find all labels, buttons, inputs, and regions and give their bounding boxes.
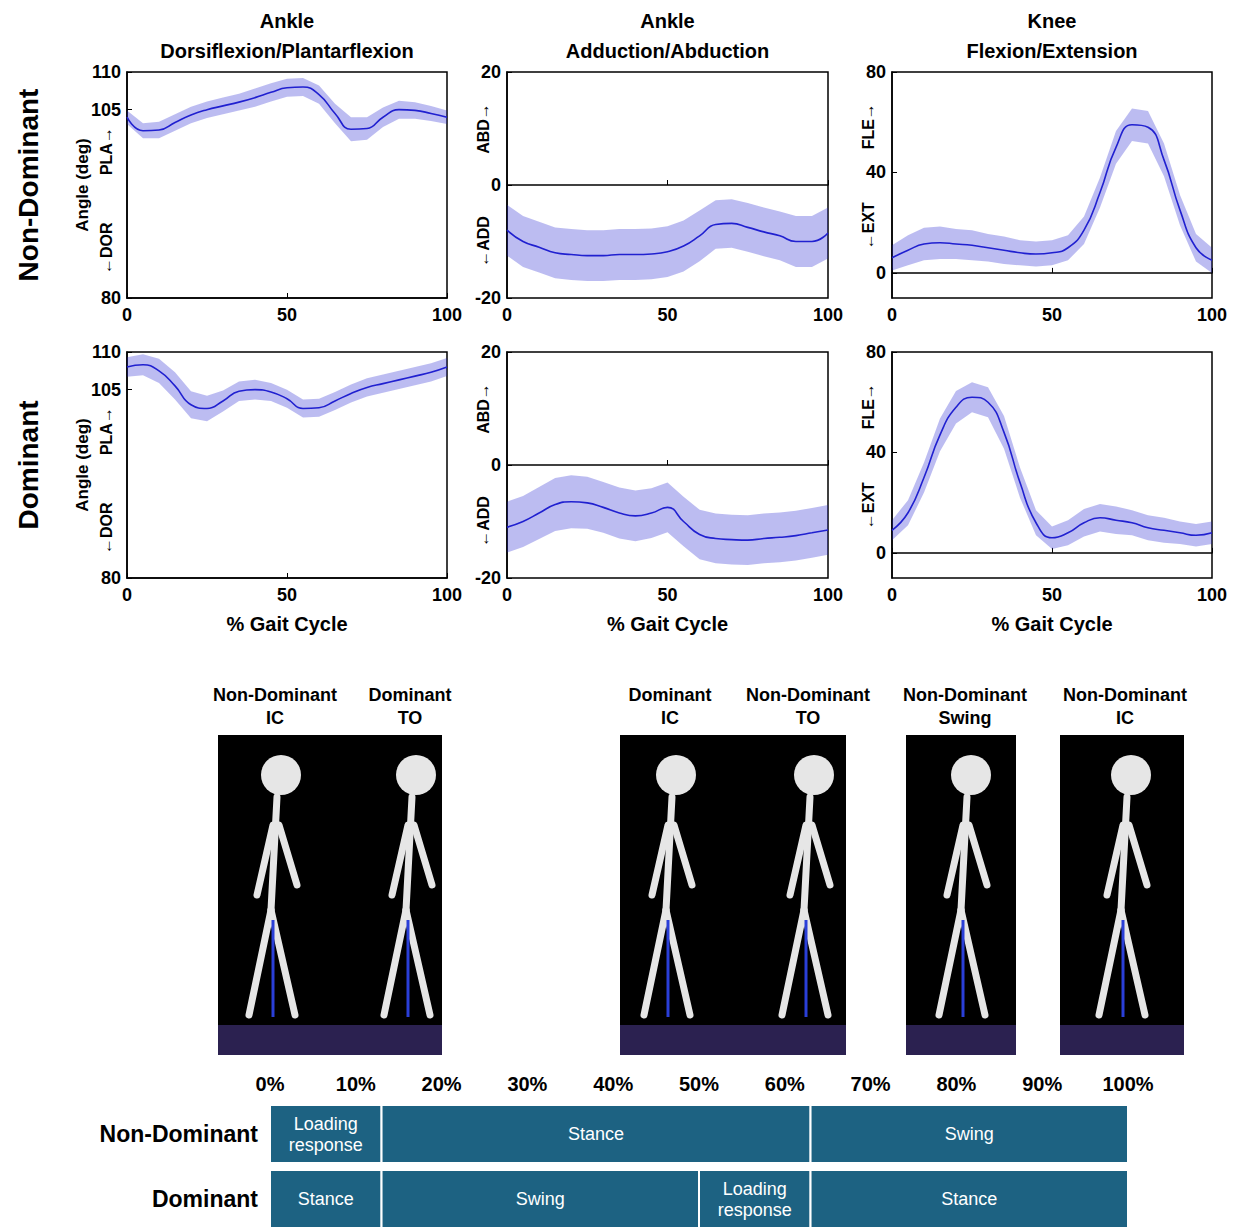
svg-text:70%: 70%: [851, 1073, 891, 1095]
svg-text:50: 50: [277, 585, 297, 605]
svg-text:Non-DominantIC: Non-DominantIC: [1063, 685, 1187, 728]
svg-text:Loadingresponse: Loadingresponse: [718, 1179, 792, 1220]
svg-text:% Gait Cycle: % Gait Cycle: [607, 613, 728, 635]
svg-text:10%: 10%: [336, 1073, 376, 1095]
svg-text:←ADD: ←ADD: [475, 216, 492, 267]
svg-text:Swing: Swing: [945, 1124, 994, 1144]
svg-text:ABD→: ABD→: [475, 103, 492, 154]
svg-text:110: 110: [92, 62, 121, 82]
svg-text:PLA→: PLA→: [98, 127, 115, 175]
svg-text:110: 110: [92, 342, 121, 362]
svg-text:20: 20: [481, 342, 501, 362]
svg-text:Stance: Stance: [298, 1189, 354, 1209]
svg-text:FLE→: FLE→: [860, 103, 877, 149]
svg-text:-20: -20: [475, 568, 501, 588]
svg-text:PLA→: PLA→: [98, 407, 115, 455]
svg-text:0: 0: [876, 543, 886, 563]
svg-text:Swing: Swing: [516, 1189, 565, 1209]
svg-text:40: 40: [866, 162, 886, 182]
svg-text:100: 100: [432, 305, 462, 325]
svg-text:50: 50: [277, 305, 297, 325]
svg-text:Dorsiflexion/Plantarflexion: Dorsiflexion/Plantarflexion: [160, 40, 413, 62]
svg-text:100: 100: [1197, 305, 1227, 325]
svg-text:Knee: Knee: [1028, 10, 1077, 32]
svg-text:←DOR: ←DOR: [98, 502, 115, 554]
svg-text:100: 100: [1197, 585, 1227, 605]
svg-text:80: 80: [101, 288, 121, 308]
svg-text:Dominant: Dominant: [13, 400, 44, 529]
svg-text:0: 0: [887, 305, 897, 325]
svg-text:Loadingresponse: Loadingresponse: [289, 1114, 363, 1155]
svg-text:30%: 30%: [507, 1073, 547, 1095]
svg-text:Flexion/Extension: Flexion/Extension: [966, 40, 1137, 62]
svg-text:←EXT: ←EXT: [860, 202, 877, 249]
svg-text:80: 80: [866, 62, 886, 82]
svg-text:40: 40: [866, 442, 886, 462]
svg-text:50: 50: [1042, 585, 1062, 605]
svg-text:-20: -20: [475, 288, 501, 308]
svg-text:Ankle: Ankle: [260, 10, 314, 32]
svg-text:Dominant: Dominant: [152, 1186, 258, 1212]
svg-text:0: 0: [502, 585, 512, 605]
svg-text:Angle (deg): Angle (deg): [73, 418, 92, 512]
svg-text:←DOR: ←DOR: [98, 222, 115, 274]
svg-text:Non-DominantSwing: Non-DominantSwing: [903, 685, 1027, 728]
svg-text:Stance: Stance: [568, 1124, 624, 1144]
svg-text:0: 0: [122, 305, 132, 325]
svg-text:% Gait Cycle: % Gait Cycle: [226, 613, 347, 635]
svg-text:40%: 40%: [593, 1073, 633, 1095]
svg-text:100: 100: [432, 585, 462, 605]
svg-text:←EXT: ←EXT: [860, 482, 877, 529]
svg-text:20: 20: [481, 62, 501, 82]
svg-text:100: 100: [813, 585, 843, 605]
svg-text:80%: 80%: [936, 1073, 976, 1095]
svg-text:100: 100: [813, 305, 843, 325]
svg-text:80: 80: [101, 568, 121, 588]
svg-text:60%: 60%: [765, 1073, 805, 1095]
svg-text:80: 80: [866, 342, 886, 362]
svg-text:←ADD: ←ADD: [475, 496, 492, 547]
svg-text:Stance: Stance: [941, 1189, 997, 1209]
svg-text:0%: 0%: [256, 1073, 285, 1095]
svg-text:DominantTO: DominantTO: [369, 685, 452, 728]
svg-text:105: 105: [91, 100, 121, 120]
svg-text:DominantIC: DominantIC: [629, 685, 712, 728]
svg-text:105: 105: [91, 380, 121, 400]
svg-text:50%: 50%: [679, 1073, 719, 1095]
svg-text:Non-Dominant: Non-Dominant: [100, 1121, 259, 1147]
svg-text:100%: 100%: [1102, 1073, 1153, 1095]
svg-text:Ankle: Ankle: [640, 10, 694, 32]
svg-text:Angle (deg): Angle (deg): [73, 138, 92, 232]
svg-text:Adduction/Abduction: Adduction/Abduction: [566, 40, 769, 62]
svg-text:% Gait Cycle: % Gait Cycle: [991, 613, 1112, 635]
svg-text:0: 0: [876, 263, 886, 283]
svg-text:0: 0: [502, 305, 512, 325]
svg-text:0: 0: [491, 175, 501, 195]
svg-text:FLE→: FLE→: [860, 383, 877, 429]
svg-text:0: 0: [122, 585, 132, 605]
svg-text:ABD→: ABD→: [475, 383, 492, 434]
svg-text:0: 0: [491, 455, 501, 475]
svg-text:Non-DominantIC: Non-DominantIC: [213, 685, 337, 728]
svg-text:Non-Dominant: Non-Dominant: [13, 89, 44, 282]
svg-text:50: 50: [1042, 305, 1062, 325]
svg-text:20%: 20%: [422, 1073, 462, 1095]
svg-text:0: 0: [887, 585, 897, 605]
svg-text:90%: 90%: [1022, 1073, 1062, 1095]
svg-text:50: 50: [657, 305, 677, 325]
svg-text:Non-DominantTO: Non-DominantTO: [746, 685, 870, 728]
svg-text:50: 50: [657, 585, 677, 605]
